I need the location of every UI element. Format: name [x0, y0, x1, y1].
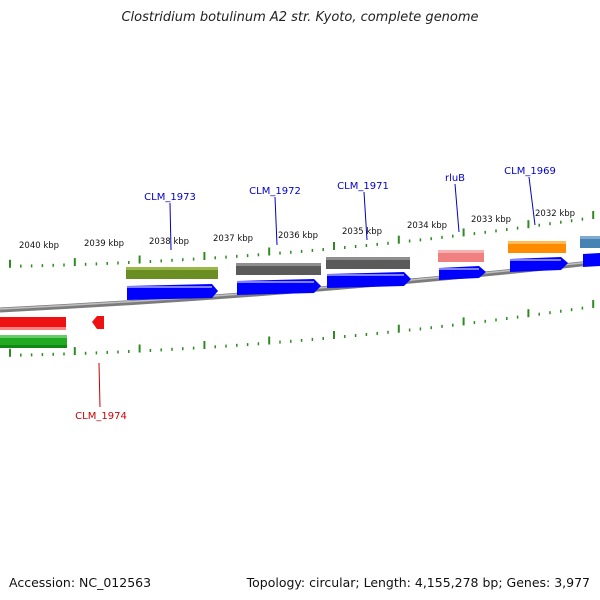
- feature-bar-rluB[interactable]: [438, 250, 484, 262]
- inner-tick-row: [9, 300, 595, 357]
- scale-label-2037: 2037 kbp: [213, 234, 253, 244]
- map-title: Clostridium botulinum A2 str. Kyoto, com…: [121, 10, 479, 25]
- feature-bar-edge[interactable]: [580, 236, 600, 248]
- feature-bar-CLM_1973[interactable]: [126, 267, 218, 279]
- scale-label-2032: 2032 kbp: [535, 209, 575, 219]
- feature-bar-CLM_1971[interactable]: [326, 257, 410, 269]
- scale-label-2033: 2033 kbp: [471, 215, 511, 225]
- scale-label-2036: 2036 kbp: [278, 231, 318, 241]
- outer-tick-row: [9, 211, 595, 268]
- genome-stats-text: Topology: circular; Length: 4,155,278 bp…: [246, 575, 590, 590]
- gene-label-CLM_1971[interactable]: CLM_1971: [337, 181, 389, 192]
- gene-label-CLM_1972[interactable]: CLM_1972: [249, 186, 301, 197]
- scale-label-2034: 2034 kbp: [407, 221, 447, 231]
- feature-bar-CLM_1969[interactable]: [508, 241, 566, 253]
- feature-bar-CLM_1974-green[interactable]: [0, 335, 67, 348]
- accession-text: Accession: NC_012563: [9, 575, 152, 590]
- cds-arrow-reverse-small[interactable]: [92, 316, 104, 329]
- feature-bar-CLM_1974-red[interactable]: [0, 317, 66, 330]
- gene-label-CLM_1973[interactable]: CLM_1973: [144, 192, 196, 203]
- gene-label-CLM_1969[interactable]: CLM_1969: [504, 166, 556, 177]
- scale-label-2038: 2038 kbp: [149, 237, 189, 247]
- scale-label-2040: 2040 kbp: [19, 241, 59, 251]
- scale-label-2035: 2035 kbp: [342, 227, 382, 237]
- scale-label-2039: 2039 kbp: [84, 239, 124, 249]
- cds-arrow-edge[interactable]: [583, 253, 600, 267]
- gene-label-rluB[interactable]: rluB: [445, 173, 465, 184]
- gene-label-CLM_1974[interactable]: CLM_1974: [75, 411, 127, 422]
- feature-bar-CLM_1972[interactable]: [236, 263, 321, 275]
